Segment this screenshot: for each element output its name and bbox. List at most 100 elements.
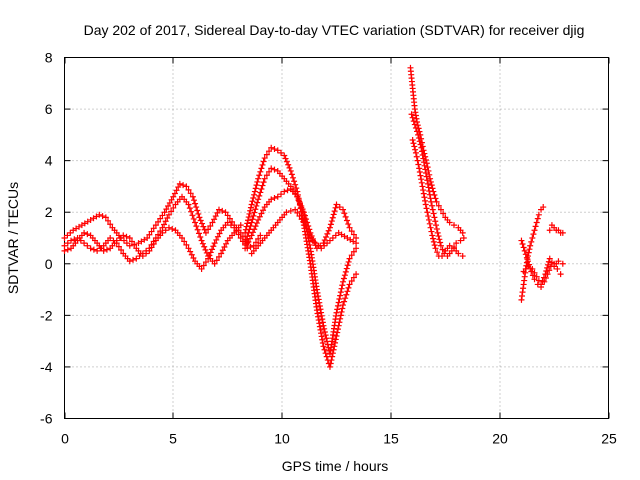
data-point <box>545 258 552 265</box>
data-point <box>175 184 182 191</box>
data-point <box>412 146 419 153</box>
data-point <box>415 131 422 138</box>
data-point <box>414 157 421 164</box>
data-point <box>268 165 275 172</box>
data-point <box>346 224 353 231</box>
data-point <box>253 220 260 227</box>
data-point <box>298 203 305 210</box>
data-point <box>346 255 353 262</box>
data-point <box>336 296 343 303</box>
data-point <box>408 111 415 118</box>
data-point <box>348 277 355 284</box>
data-point <box>244 220 251 227</box>
data-point <box>196 214 203 221</box>
data-point <box>248 219 255 226</box>
data-point <box>146 231 153 238</box>
data-point <box>460 235 467 241</box>
data-point <box>415 161 422 168</box>
data-point <box>284 187 291 194</box>
x-tick-label: 0 <box>61 431 69 447</box>
data-marks <box>61 64 566 370</box>
data-point <box>256 213 263 220</box>
data-point <box>416 168 423 175</box>
data-point <box>332 336 339 343</box>
data-point <box>185 201 192 208</box>
data-point <box>289 174 296 181</box>
data-point <box>340 275 347 282</box>
data-point <box>195 210 202 217</box>
data-point <box>330 211 337 218</box>
data-point <box>341 272 348 279</box>
data-point <box>247 204 254 211</box>
data-point <box>274 193 281 200</box>
data-point <box>180 182 187 189</box>
data-point <box>199 240 206 247</box>
data-point <box>350 248 357 255</box>
data-point <box>534 215 541 222</box>
series-track-i <box>408 111 467 260</box>
data-point <box>168 196 175 203</box>
data-point <box>535 211 542 218</box>
data-point <box>193 204 200 211</box>
data-point <box>425 216 432 223</box>
data-point <box>434 229 441 236</box>
data-point <box>198 265 205 272</box>
data-point <box>252 223 259 230</box>
data-point <box>181 238 188 245</box>
data-point <box>258 210 265 217</box>
data-point <box>540 274 547 281</box>
data-point <box>440 210 447 217</box>
data-point <box>412 149 419 156</box>
data-point <box>183 241 190 248</box>
data-point <box>343 291 350 298</box>
data-point <box>292 206 299 213</box>
data-point <box>171 190 178 197</box>
data-point <box>303 225 310 232</box>
data-point <box>164 215 171 222</box>
data-point <box>243 242 250 249</box>
data-point <box>126 235 133 241</box>
data-point <box>165 224 172 231</box>
data-point <box>271 146 278 153</box>
data-point <box>321 237 328 244</box>
data-point <box>522 251 529 258</box>
data-point <box>344 262 351 269</box>
data-point <box>432 245 439 252</box>
data-point <box>215 253 222 260</box>
data-point <box>87 245 94 252</box>
data-point <box>288 171 295 178</box>
data-point <box>202 229 209 236</box>
data-point <box>439 253 446 260</box>
data-point <box>253 182 260 189</box>
data-point <box>256 172 263 179</box>
data-point <box>61 247 68 254</box>
y-tick-label: -4 <box>40 359 53 375</box>
data-point <box>299 206 306 213</box>
x-axis-label: GPS time / hours <box>282 458 389 474</box>
data-point <box>64 246 71 253</box>
data-point <box>229 218 236 225</box>
data-point <box>253 202 260 209</box>
data-point <box>199 220 206 227</box>
data-point <box>211 240 218 247</box>
data-point <box>210 243 217 250</box>
data-point <box>340 206 347 213</box>
data-point <box>268 196 275 203</box>
data-point <box>339 305 346 312</box>
data-point <box>255 196 262 203</box>
x-tick-label: 5 <box>169 431 177 447</box>
data-point <box>446 219 453 226</box>
data-point <box>189 212 196 219</box>
data-point <box>546 255 553 262</box>
data-point <box>281 188 288 195</box>
data-point <box>61 242 68 249</box>
x-tick-label: 20 <box>492 431 508 447</box>
data-point <box>328 357 335 364</box>
series-track-d <box>242 144 360 370</box>
data-point <box>348 228 355 235</box>
data-point <box>426 191 433 198</box>
data-point <box>432 195 439 202</box>
data-point <box>428 202 435 209</box>
data-point <box>459 229 466 236</box>
